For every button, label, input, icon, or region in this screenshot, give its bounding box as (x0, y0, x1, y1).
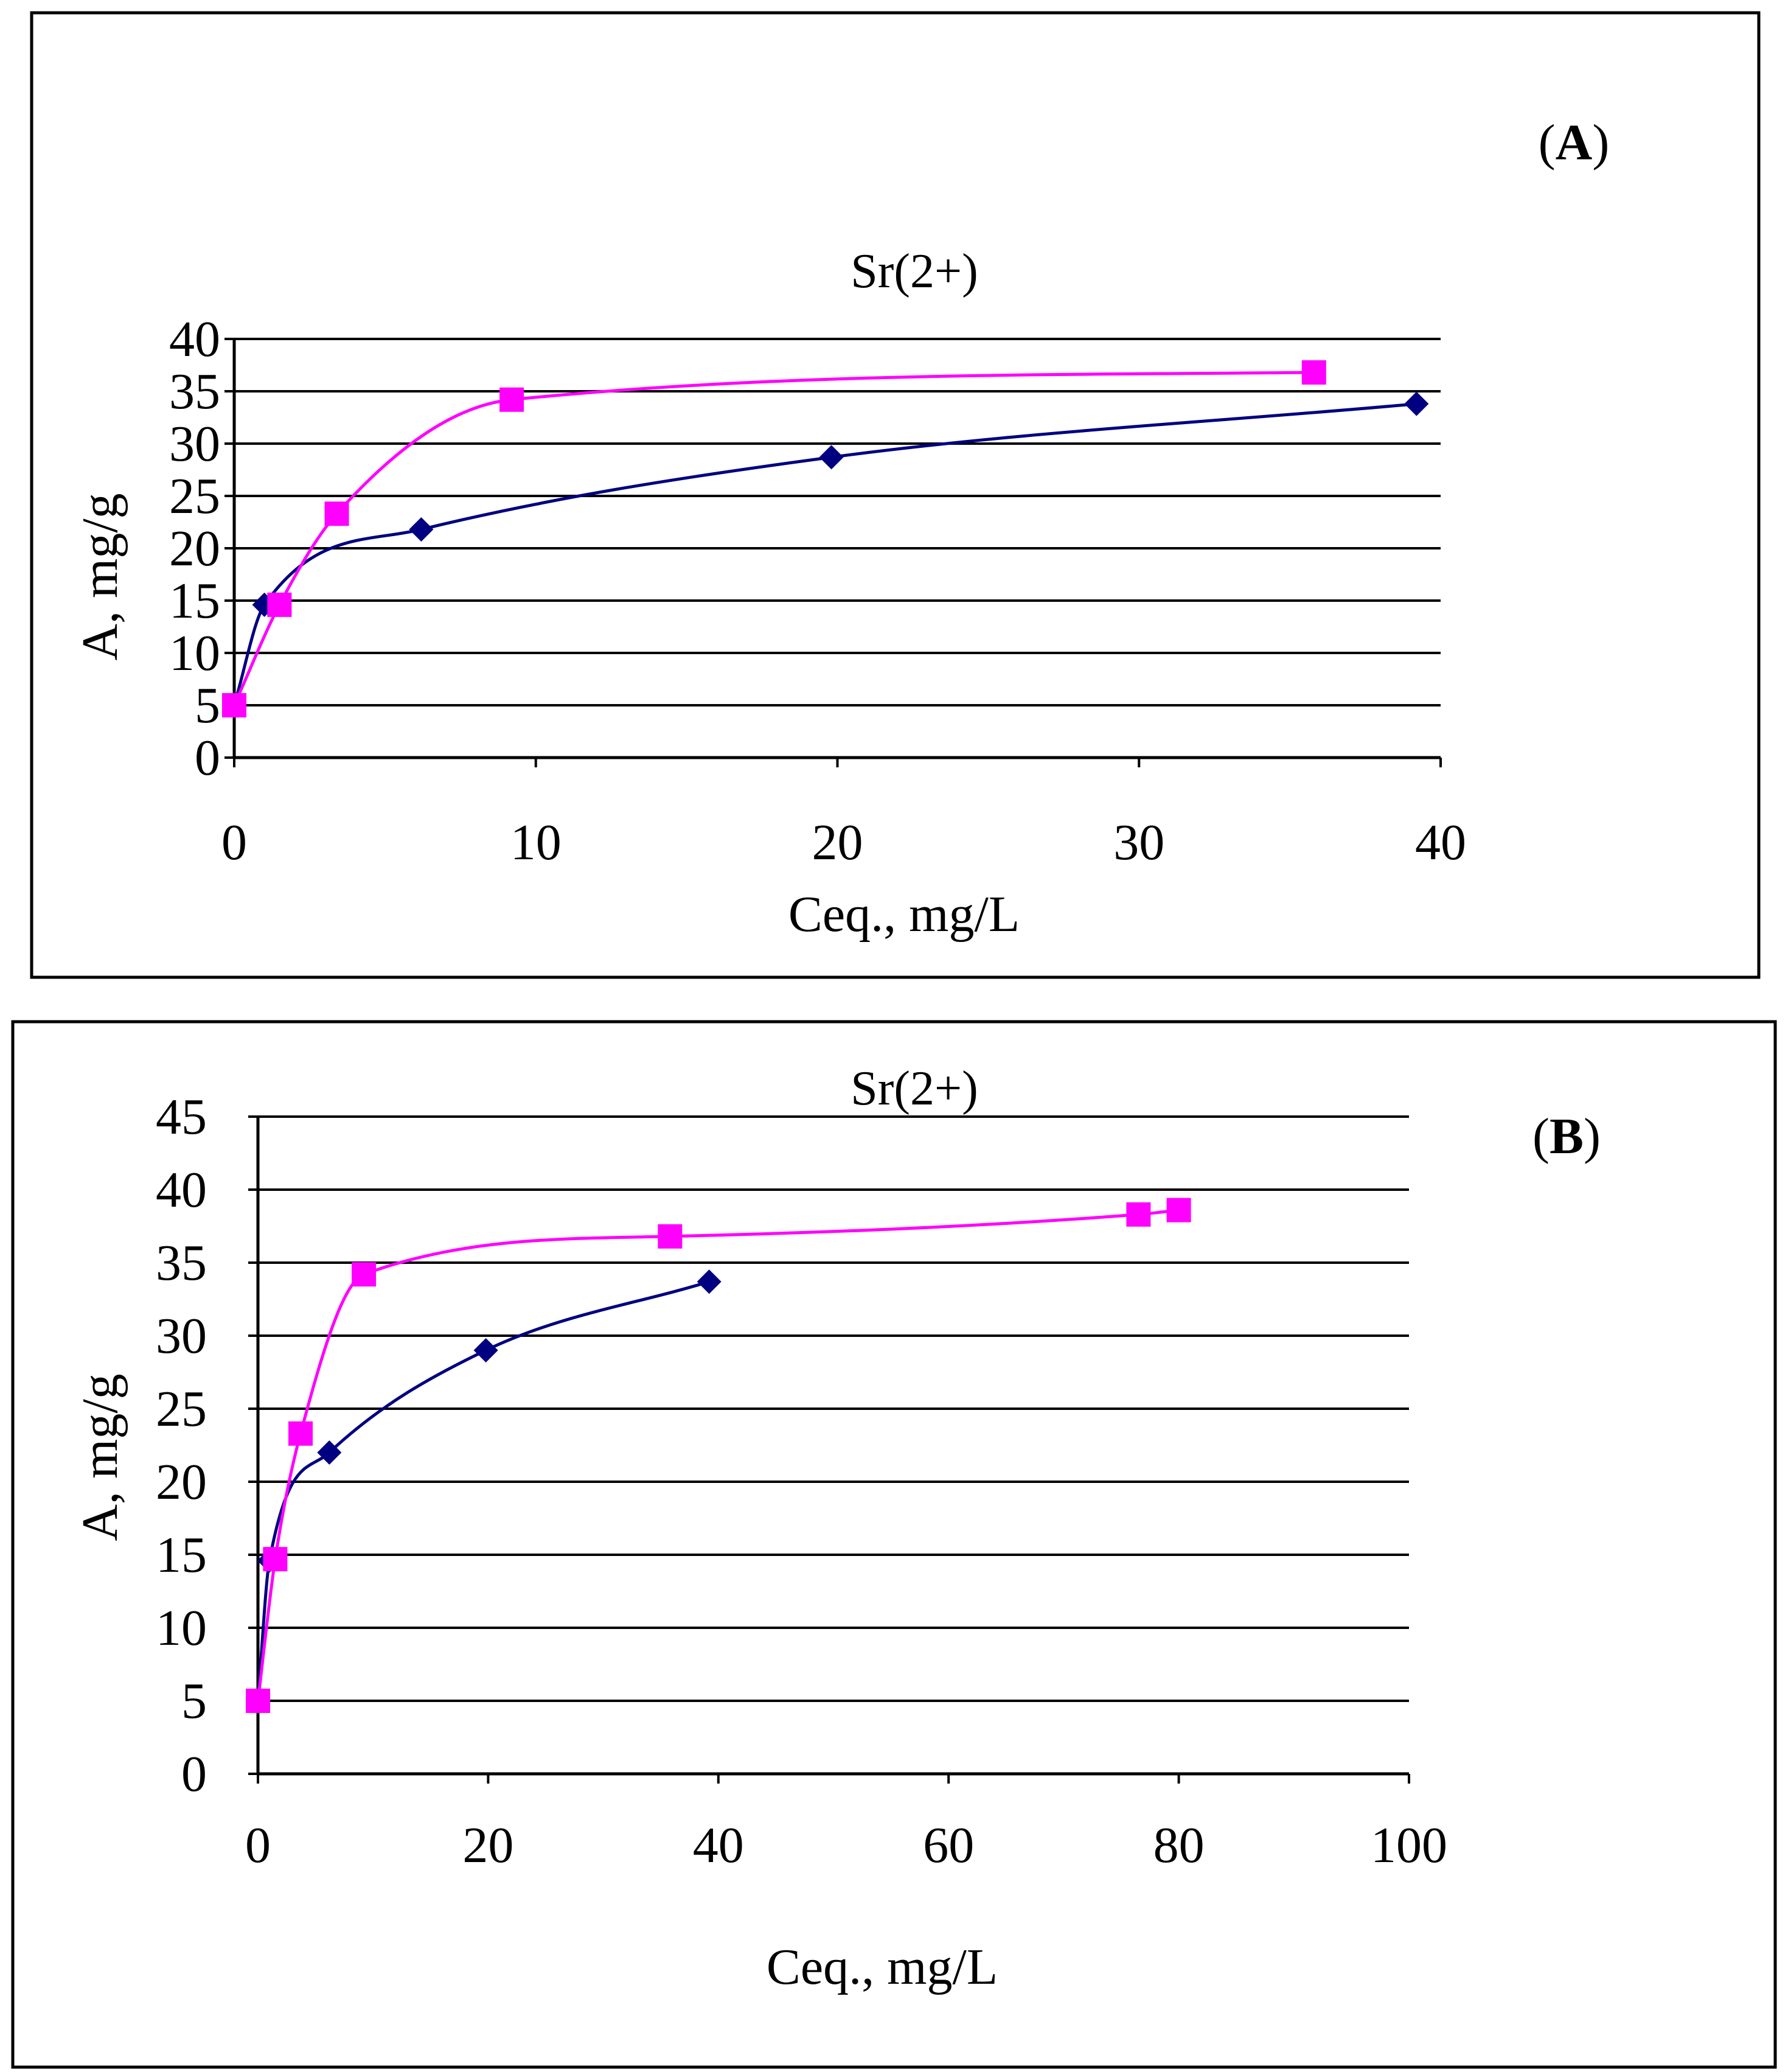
panel-b-label: (B) (1532, 1108, 1601, 1165)
panel-b-navy-diamonds-point (317, 1440, 342, 1465)
panel-a-x-tick-label: 30 (1113, 814, 1164, 871)
panel-b-x-tick-label: 0 (245, 1817, 271, 1874)
panel-a-x-tick-label: 20 (812, 814, 863, 871)
panel-b-series-lines (256, 1209, 1179, 1701)
panel-b-x-tick-label: 100 (1371, 1817, 1447, 1874)
panel-b-series-markers (246, 1198, 1191, 1713)
panel-b-y-tick-label: 30 (156, 1308, 207, 1364)
panel-a-navy-diamonds-point (819, 445, 844, 470)
panel-a-y-tick-label: 5 (195, 677, 220, 734)
panel-b-magenta-squares-point (263, 1547, 288, 1572)
panel-a-magenta-squares-point (499, 387, 524, 412)
panel-b-y-tick-label: 15 (156, 1527, 207, 1583)
panel-a-y-tick-label: 20 (169, 520, 220, 577)
panel-b-y-ticks: 0 5 10 15 20 25 30 35 40 45 (156, 1089, 258, 1802)
panel-a-title: Sr(2+) (851, 245, 978, 298)
panel-a-y-tick-label: 0 (195, 730, 220, 786)
panel-a-y-tick-label: 40 (169, 311, 220, 368)
panel-a-navy-diamonds-point (409, 517, 434, 542)
panel-b-magenta-squares-point (352, 1262, 377, 1287)
panel-b-magenta-squares-point (246, 1689, 270, 1713)
panel-a-x-ticks: 0 10 20 30 40 (221, 758, 1466, 871)
panel-b-magenta-squares-point (658, 1224, 683, 1249)
panel-b-x-tick-label: 20 (462, 1817, 513, 1874)
panel-a-y-tick-label: 10 (169, 625, 220, 682)
panel-b-title: Sr(2+) (851, 1062, 978, 1115)
panel-a-label: (A) (1539, 114, 1610, 171)
panel-b-y-axis-label: A, mg/g (72, 1373, 128, 1541)
panel-b-y-tick-label: 5 (181, 1673, 207, 1729)
panel-a-y-axis-label: A, mg/g (72, 493, 128, 660)
panel-b-x-ticks: 0 20 40 60 80 100 (245, 1774, 1447, 1874)
panel-b-x-tick-label: 40 (693, 1817, 744, 1874)
panel-b-y-tick-label: 35 (156, 1235, 207, 1291)
panel-b-magenta-squares-point (1166, 1198, 1191, 1223)
panel-a-x-tick-label: 10 (510, 814, 562, 871)
panel-b-y-tick-label: 45 (156, 1089, 207, 1145)
panel-b-y-tick-label: 0 (181, 1746, 207, 1802)
panel-a-magenta-squares-point (324, 501, 349, 526)
panel-a-y-tick-label: 30 (169, 416, 220, 472)
panel-b: (B) Sr(2+) 0 5 10 15 20 25 30 35 40 45 0 20 40 60 80 1… (11, 1020, 1777, 2069)
panel-b-y-tick-label: 20 (156, 1454, 207, 1510)
panel-a-grid (234, 338, 1441, 706)
panel-a-y-tick-label: 15 (169, 573, 220, 629)
panel-b-magenta-squares-point (288, 1421, 313, 1446)
panel-b-navy-diamonds-point (473, 1338, 498, 1362)
panel-a-navy-diamonds-point (1404, 391, 1429, 416)
panel-b-magenta-squares-line (256, 1209, 1179, 1701)
panel-a-navy-diamonds-line (232, 402, 1417, 706)
panel-a-frame (30, 11, 1761, 979)
panel-a-magenta-squares-line (232, 371, 1314, 706)
panel-a-series-lines (232, 371, 1417, 706)
panel-a-magenta-squares-point (1301, 360, 1326, 385)
panel-b-y-tick-label: 10 (156, 1600, 207, 1656)
panel-a-y-tick-label: 35 (169, 363, 220, 420)
panel-a-x-tick-label: 40 (1415, 814, 1466, 871)
panel-b-x-axis-label: Ceq., mg/L (767, 1939, 998, 1995)
panel-a-x-tick-label: 0 (221, 814, 247, 871)
panel-b-frame (11, 1020, 1777, 2069)
panel-b-navy-diamonds-point (697, 1269, 722, 1294)
panel-a-magenta-squares-point (267, 592, 292, 617)
panel-a-x-axis-label: Ceq., mg/L (788, 886, 1020, 943)
panel-b-x-tick-label: 80 (1153, 1817, 1205, 1874)
panel-a-y-tick-label: 25 (169, 468, 220, 525)
panel-b-navy-diamonds-line (256, 1280, 710, 1701)
panel-a-series-markers (222, 360, 1429, 717)
panel-b-y-tick-label: 40 (156, 1162, 207, 1218)
panel-a-magenta-squares-point (222, 693, 246, 717)
panel-b-x-tick-label: 60 (923, 1817, 974, 1874)
panel-b-grid (258, 1115, 1409, 1702)
panel-b-y-tick-label: 25 (156, 1381, 207, 1437)
panel-b-magenta-squares-point (1126, 1202, 1151, 1227)
